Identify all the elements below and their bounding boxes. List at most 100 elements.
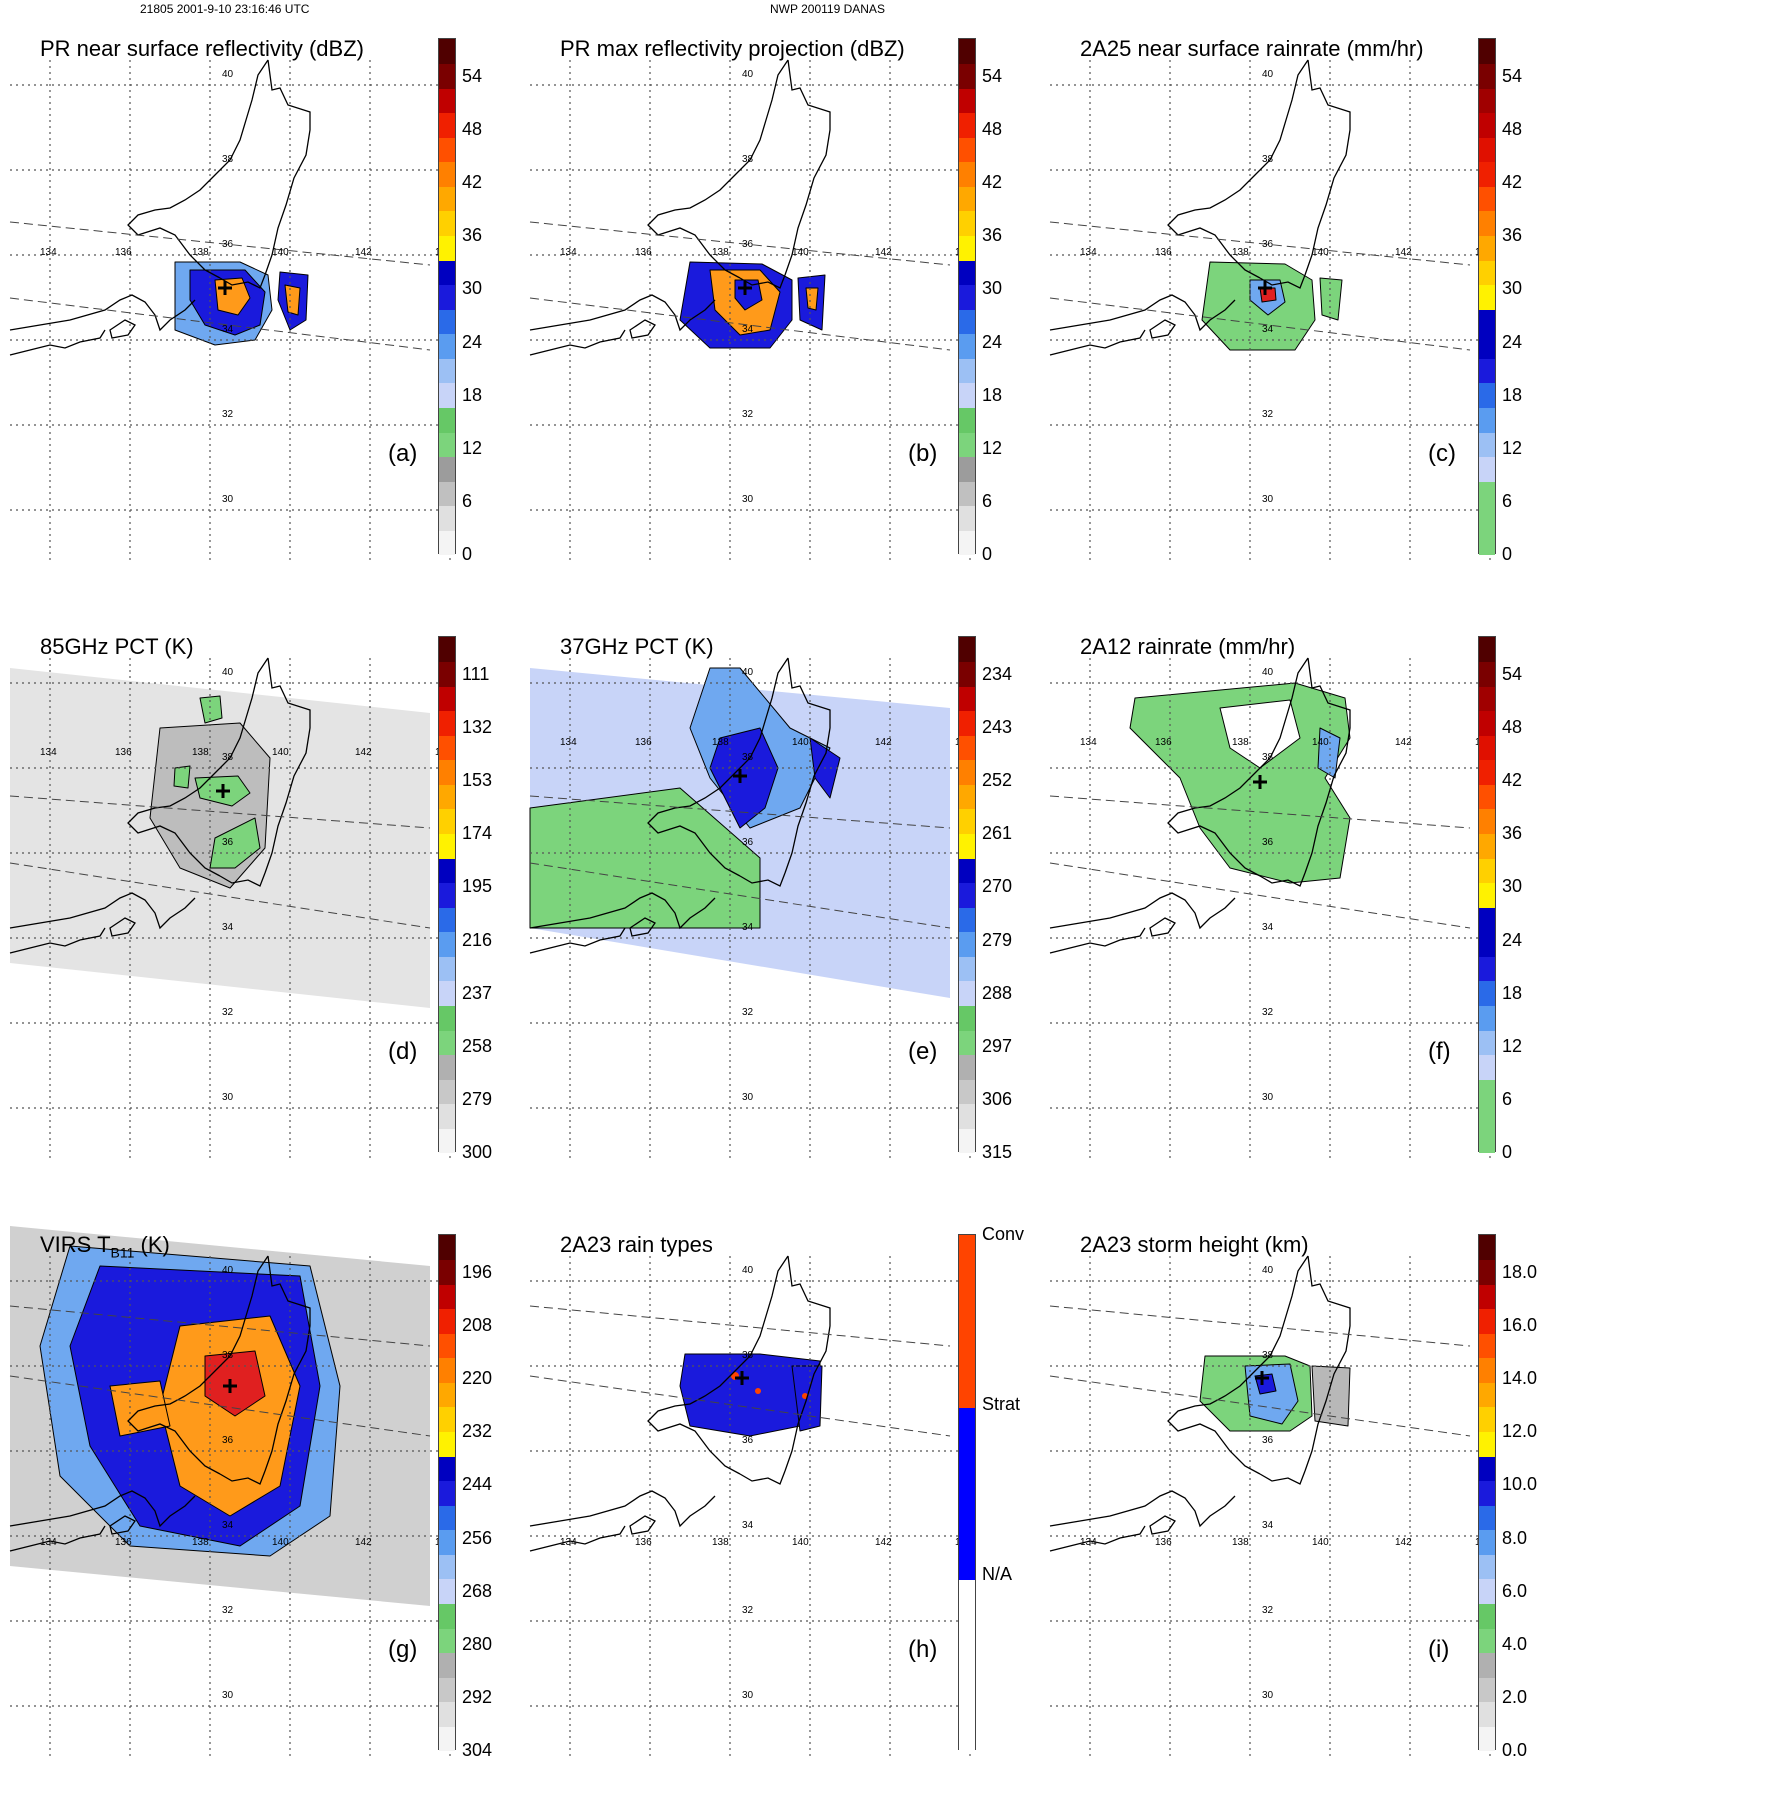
longitude-label: 134 <box>40 1537 57 1548</box>
colorbar-segment <box>439 63 455 89</box>
colorbar-tick-label: 220 <box>462 1368 493 1389</box>
colorbar-tick-label: 30 <box>1502 876 1523 897</box>
colorbar-segment <box>959 186 975 212</box>
colorbar-tick-label: 270 <box>982 876 1013 897</box>
colorbar-segment <box>439 1079 455 1105</box>
colorbar-segment <box>1479 1128 1495 1154</box>
coastline <box>264 657 311 874</box>
colorbar-tick-label: Conv <box>982 1224 1025 1244</box>
colorbar-segment <box>959 1128 975 1154</box>
swath-edge <box>529 862 951 929</box>
colorbar <box>958 1234 976 1752</box>
latitude-label: 30 <box>1262 1690 1274 1701</box>
coastline <box>109 1515 136 1535</box>
storm-height-shallow <box>1311 1365 1351 1427</box>
storm-center-marker <box>735 1371 749 1385</box>
latitude-label: 36 <box>222 239 234 250</box>
colorbar-segment <box>439 456 455 482</box>
colorbar-segment <box>439 112 455 138</box>
latitude-label: 36 <box>742 837 754 848</box>
colorbar-segment <box>439 1554 455 1580</box>
longitude-label: 138 <box>712 1537 729 1548</box>
eye-wall-tops <box>204 1350 266 1417</box>
latitude-label: 38 <box>742 1350 754 1361</box>
colorbar-segment <box>1479 1005 1495 1031</box>
colorbar-segment <box>439 358 455 384</box>
colorbar-segment <box>439 833 455 859</box>
latitude-label: 34 <box>742 324 754 335</box>
colorbar-segment <box>1479 407 1495 433</box>
colorbar-segment <box>1479 931 1495 957</box>
latitude-label: 38 <box>222 752 234 763</box>
colorbar-segment <box>1479 235 1495 261</box>
colorbar-tick-label: 315 <box>982 1142 1013 1162</box>
map-h: 134136138140142144403836343230 <box>529 1255 972 1756</box>
coastline <box>109 319 136 339</box>
colorbar-segment <box>439 211 455 237</box>
coastline <box>647 59 789 279</box>
longitude-label: 136 <box>635 1537 652 1548</box>
map-i: 134136138140142144403836343230 <box>1049 1255 1492 1756</box>
colorbar-segment <box>439 161 455 187</box>
longitude-label: 134 <box>560 247 577 258</box>
colorbar-tick-label: 0 <box>982 544 993 564</box>
colorbar-segment <box>1479 1054 1495 1080</box>
longitude-label: 142 <box>1395 1537 1412 1548</box>
colorbar-segment <box>1479 809 1495 835</box>
colorbar-segment <box>439 1005 455 1031</box>
colorbar-segment <box>1479 981 1495 1007</box>
coastline <box>9 1490 196 1528</box>
coastline <box>629 319 656 339</box>
colorbar-segment <box>1479 1505 1495 1531</box>
colorbar-tick-label: 16.0 <box>1502 1315 1538 1336</box>
longitude-label: 136 <box>1155 1537 1172 1548</box>
latitude-label: 40 <box>222 667 234 678</box>
coastline <box>647 1255 789 1475</box>
colorbar-tick-label: N/A <box>982 1564 1013 1584</box>
colorbar-tick-label: 36 <box>1502 823 1523 844</box>
coastline <box>1049 329 1146 356</box>
coastline <box>1259 872 1306 887</box>
colorbar-tick-label: 256 <box>462 1527 493 1548</box>
panel-2a25-rainrate: 1341361381401421444038363432302A25 near … <box>1049 30 1590 600</box>
longitude-label: 136 <box>1155 247 1172 258</box>
colorbar-segment <box>1479 710 1495 736</box>
colorbar-segment <box>1479 1357 1495 1383</box>
coastline <box>127 1255 269 1475</box>
swath-edge <box>9 1375 431 1437</box>
colorbar-segment <box>1479 858 1495 884</box>
colorbar-segment <box>439 1652 455 1678</box>
colorbar-segment <box>959 1579 975 1752</box>
longitude-label: 140 <box>1312 247 1329 258</box>
longitude-label: 136 <box>115 247 132 258</box>
coastline <box>647 657 789 877</box>
colorbar-segment <box>959 333 975 359</box>
storm-center-marker <box>738 281 752 295</box>
colorbar-segment <box>439 235 455 261</box>
colorbar-segment <box>1479 1431 1495 1457</box>
latitude-label: 34 <box>742 1520 754 1531</box>
swath-edge <box>1049 795 1471 829</box>
colorbar-segment <box>959 833 975 859</box>
colorbar-segment <box>959 505 975 531</box>
swath-edge <box>9 221 431 266</box>
colorbar-segment <box>1479 161 1495 187</box>
coastline <box>127 657 269 877</box>
coastline <box>1259 274 1306 289</box>
latitude-label: 34 <box>222 324 234 335</box>
colorbar-tick-label: 24 <box>982 331 1003 352</box>
colorbar-segment <box>439 735 455 761</box>
panel-letter: (f) <box>1428 1038 1451 1065</box>
coastline <box>784 59 831 276</box>
colorbar-segment <box>1479 1701 1495 1727</box>
colorbar-tick-label: Strat <box>982 1394 1021 1414</box>
swath-edge <box>1049 1375 1471 1437</box>
latitude-label: 30 <box>1262 1092 1274 1103</box>
colorbar-segment <box>959 211 975 237</box>
colorbar-tick-label: 111 <box>462 664 490 684</box>
latitude-label: 40 <box>742 69 754 80</box>
swath-edge <box>1049 1305 1471 1347</box>
coastline <box>127 59 269 279</box>
coastline <box>9 329 106 356</box>
panel-2a23-storm-height: 1341361381401421444038363432302A23 storm… <box>1049 1226 1590 1796</box>
